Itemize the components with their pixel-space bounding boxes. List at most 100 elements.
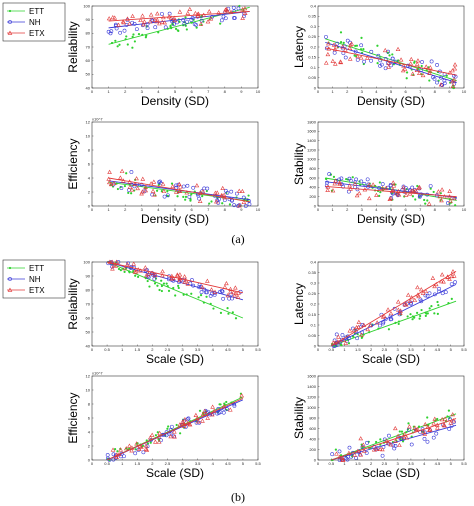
data-point: [218, 410, 223, 415]
data-point: [409, 301, 413, 306]
x-tick-label: 4: [375, 207, 378, 212]
data-point: [385, 307, 391, 312]
x-tick-label: 1: [331, 207, 334, 212]
x-tick-label: 8: [434, 89, 437, 94]
data-point: [450, 79, 455, 84]
data-point: [106, 179, 112, 185]
data-point: [134, 176, 139, 181]
data-point: [125, 16, 130, 21]
data-point: [182, 279, 188, 284]
data-point: [175, 272, 180, 277]
x-tick-label: 6: [404, 207, 407, 212]
data-point: [137, 275, 140, 278]
data-point: [327, 172, 332, 176]
data-point: [223, 188, 228, 193]
data-point: [369, 58, 373, 63]
data-point: [177, 422, 183, 427]
x-tick-label: 1: [343, 461, 346, 466]
data-point: [145, 274, 150, 279]
data-point: [127, 21, 132, 26]
x-tick-label: 7: [419, 89, 422, 94]
data-point: [424, 314, 427, 318]
data-point: [127, 443, 132, 448]
data-point: [240, 188, 245, 194]
y-tick-label: 0: [88, 203, 91, 208]
data-point: [242, 6, 248, 11]
data-point: [420, 308, 423, 312]
data-point: [160, 279, 163, 282]
y-tick-label: 0: [314, 343, 317, 348]
data-point: [345, 177, 348, 181]
data-point: [435, 80, 439, 85]
y-tick-label: 90: [86, 17, 91, 22]
data-point: [137, 444, 143, 449]
data-point: [139, 444, 144, 449]
x-tick-label: 0: [91, 347, 94, 352]
data-point: [177, 188, 182, 193]
data-point: [228, 9, 234, 14]
data-point: [199, 18, 204, 23]
data-point: [160, 284, 164, 288]
data-point: [454, 204, 457, 207]
data-point: [208, 202, 211, 205]
data-point: [177, 286, 180, 290]
data-point: [127, 191, 130, 194]
data-point: [148, 12, 154, 17]
x-axis-title: Density (SD): [141, 94, 209, 108]
plot-frame: [317, 261, 465, 347]
data-point: [202, 408, 208, 413]
data-point: [177, 284, 180, 288]
data-point: [216, 10, 221, 15]
data-point: [180, 419, 185, 424]
x-tick-label: 7: [207, 89, 210, 94]
x-tick-label: 3: [397, 461, 400, 466]
x-tick-label: 1: [107, 89, 110, 94]
x-tick-label: 2: [151, 347, 154, 352]
y-tick-label: 90: [86, 273, 91, 278]
data-point: [409, 442, 414, 447]
data-point: [225, 293, 231, 298]
y-tick-label: 0.1: [310, 322, 316, 327]
data-point: [159, 273, 165, 278]
data-point: [229, 189, 234, 194]
data-point: [449, 282, 454, 286]
data-point: [210, 200, 213, 203]
data-point: [177, 29, 180, 32]
legend-marker: [7, 30, 13, 35]
data-point: [140, 176, 146, 181]
data-point: [388, 442, 394, 447]
x-tick-label: 1: [331, 89, 334, 94]
data-point: [202, 186, 207, 191]
legend-marker: [8, 20, 12, 24]
x-tick-label: 10: [256, 89, 261, 94]
x-tick-label: 4: [212, 461, 215, 466]
x-tick-label: 0: [317, 89, 320, 94]
data-point: [355, 53, 360, 59]
data-point: [379, 62, 384, 67]
data-point: [175, 20, 179, 25]
data-point: [167, 289, 171, 292]
data-point: [158, 179, 162, 184]
data-point: [196, 11, 201, 16]
x-tick-label: 3.5: [195, 461, 201, 466]
data-point: [421, 429, 426, 434]
data-point: [129, 170, 134, 174]
data-point: [226, 307, 229, 310]
data-point: [424, 202, 427, 205]
data-point: [205, 189, 208, 193]
data-point: [438, 279, 444, 284]
data-point: [125, 262, 130, 267]
y-tick-label: 0.15: [308, 55, 317, 60]
data-point: [160, 269, 165, 274]
data-point: [201, 195, 204, 198]
data-point: [116, 187, 120, 191]
data-point: [205, 19, 211, 24]
data-point: [420, 290, 426, 295]
data-point: [221, 192, 227, 197]
data-point: [169, 424, 174, 429]
data-point: [156, 431, 159, 434]
data-point: [423, 198, 426, 202]
data-point: [451, 418, 456, 423]
data-point: [416, 311, 419, 314]
y-tick-label: 1200: [307, 147, 317, 152]
